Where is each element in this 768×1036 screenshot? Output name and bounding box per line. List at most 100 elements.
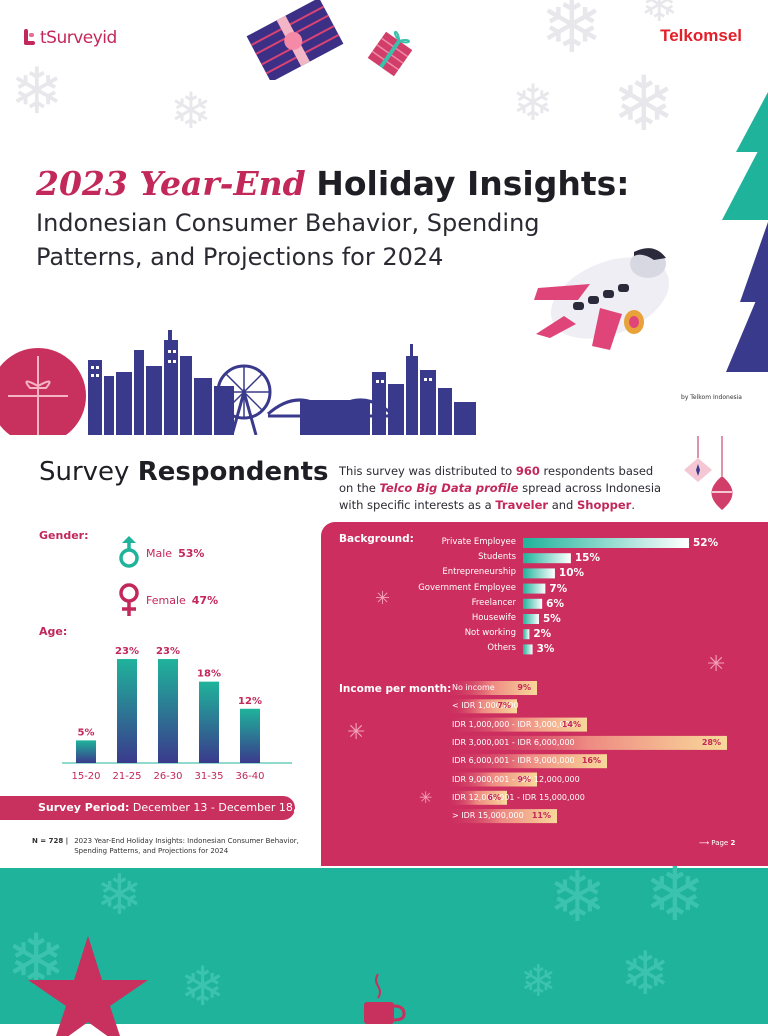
- logo-text: tSurveyid: [40, 28, 117, 48]
- sparkle-icon: ✳: [375, 588, 391, 609]
- age-bar-value: 23%: [115, 646, 139, 657]
- background-bar-value: 7%: [549, 582, 568, 595]
- age-bar: [158, 659, 178, 763]
- income-category-label: IDR 6,000,001 - IDR 9,000,000: [452, 756, 575, 766]
- background-category-label: Entrepreneurship: [442, 567, 516, 578]
- income-bar-value: 14%: [561, 719, 581, 729]
- income-bar: [447, 790, 507, 805]
- income-bar: [447, 772, 537, 787]
- background-bar-value: 6%: [546, 597, 564, 610]
- section-title-light: Survey: [39, 457, 138, 487]
- background-bar-value: 2%: [533, 628, 552, 641]
- age-bar: [76, 740, 96, 763]
- section-title: Survey Respondents: [39, 457, 329, 487]
- income-bar-value: 7%: [497, 701, 511, 711]
- income-bar: [447, 717, 587, 732]
- christmas-tree-icon: [726, 222, 768, 372]
- n-text: 2023 Year-End Holiday Insights: Indonesi…: [74, 837, 299, 855]
- page-number: 2: [730, 839, 736, 847]
- background-bar: [523, 583, 546, 594]
- age-label: Age:: [39, 625, 68, 638]
- header-decoration: ❄ ❄ ❄ ❄ ❄ ❄: [0, 0, 768, 435]
- background-bar-chart: [523, 538, 689, 655]
- snowflake-icon: ❄: [10, 55, 64, 129]
- income-label: Income per month:: [339, 683, 452, 695]
- age-bar-value: 5%: [78, 727, 95, 738]
- income-bar: [447, 754, 607, 769]
- background-bar-value: 52%: [693, 537, 719, 549]
- background-bar: [523, 598, 543, 609]
- income-bar: [447, 681, 537, 695]
- snowflake-icon: ❄: [96, 863, 143, 928]
- n-label: N = 728 |: [32, 837, 69, 845]
- gender-label: Gender:: [39, 529, 89, 542]
- page-label: Page: [711, 839, 729, 847]
- snowflake-icon: ❄: [170, 82, 212, 140]
- income-category-label: IDR 12,000,001 - IDR 15,000,000: [452, 792, 585, 802]
- income-bar: [447, 809, 557, 824]
- age-category-label: 21-25: [112, 771, 141, 782]
- snowflake-icon: ❄: [520, 956, 557, 1007]
- income-bar: [447, 735, 727, 750]
- snowflake-icon: ❄: [612, 59, 676, 148]
- age-bar-value: 18%: [197, 669, 221, 680]
- age-bar: [199, 681, 219, 763]
- background-category-label: Not working: [464, 628, 516, 639]
- income-bar-value: 6%: [487, 792, 501, 802]
- coffee-cup-icon: [364, 973, 406, 1024]
- telkomsel-logo: Telkomsel: [660, 26, 742, 45]
- bottom-decoration: ❄ ❄ ❄ ❄ ❄ ❄ ❄: [0, 858, 768, 1036]
- gift-box-icon: [367, 30, 413, 77]
- airplane-icon: [534, 248, 670, 350]
- income-category-label: No income: [452, 683, 495, 692]
- tsurvey-logo: tSurveyid: [22, 28, 117, 48]
- star-icon: [28, 936, 148, 1036]
- section-title-bold: Respondents: [137, 457, 329, 487]
- demographics-panel: Background: Income per month: ✳ ✳ ✳ ✳ Pr…: [321, 522, 768, 866]
- desc-traveler: Traveler: [495, 498, 549, 512]
- income-category-label: < IDR 1,000,000: [452, 701, 519, 711]
- sample-size-note: N = 728 | 2023 Year-End Holiday Insights…: [32, 836, 322, 856]
- ornament-icon: [684, 436, 733, 510]
- background-bar-value: 10%: [558, 567, 585, 580]
- age-bar-chart: 5% 15-20 23% 21-25 23% 26-30 18% 31-35 12% 36-40: [62, 646, 292, 782]
- desc-profile: Telco Big Data profile: [379, 481, 519, 495]
- male-label: Male: [146, 546, 173, 560]
- period-label: Survey Period:: [38, 801, 130, 814]
- desc-text: .: [631, 498, 635, 512]
- background-category-label: Private Employee: [441, 537, 516, 547]
- title-accent: 2023 Year-End: [36, 164, 306, 203]
- income-category-label: IDR 3,000,001 - IDR 6,000,000: [452, 737, 575, 747]
- age-category-label: 15-20: [71, 771, 100, 782]
- background-category-label: Others: [487, 643, 516, 654]
- background-bar: [523, 614, 539, 624]
- tsurvey-logo-icon: [24, 29, 35, 45]
- age-bar: [240, 708, 260, 763]
- city-skyline-illustration: [0, 330, 476, 435]
- gift-box-icon: [246, 0, 344, 80]
- income-bar-value: 11%: [531, 811, 551, 821]
- sparkle-icon: ✳: [707, 652, 726, 677]
- snowflake-icon: ❄: [512, 74, 554, 132]
- background-category-label: Government Employee: [418, 582, 516, 593]
- telkom-indonesia-note: by Telkom Indonesia: [681, 394, 742, 401]
- title-main: Holiday Insights:: [316, 164, 630, 203]
- gender-male: Male 53%: [118, 536, 204, 570]
- age-bar-value: 12%: [238, 696, 262, 707]
- age-category-label: 36-40: [235, 771, 264, 782]
- female-icon: [119, 583, 139, 616]
- age-bar-value: 23%: [156, 646, 180, 657]
- background-category-label: Students: [478, 552, 516, 563]
- income-category-label: > IDR 15,000,000: [452, 811, 524, 821]
- background-bar-value: 3%: [536, 643, 555, 656]
- age-category-label: 31-35: [194, 771, 223, 782]
- snowflake-icon: ❄: [640, 0, 679, 32]
- sparkle-icon: ✳: [347, 720, 366, 745]
- gender-female: Female 47%: [118, 582, 218, 618]
- survey-period-banner: Survey Period: December 13 - December 18…: [0, 796, 328, 820]
- income-bar-chart: [447, 681, 727, 824]
- background-bar: [523, 553, 571, 564]
- income-bar-value: 28%: [701, 737, 721, 747]
- background-bar: [523, 644, 533, 655]
- survey-description: This survey was distributed to 960 respo…: [339, 463, 669, 514]
